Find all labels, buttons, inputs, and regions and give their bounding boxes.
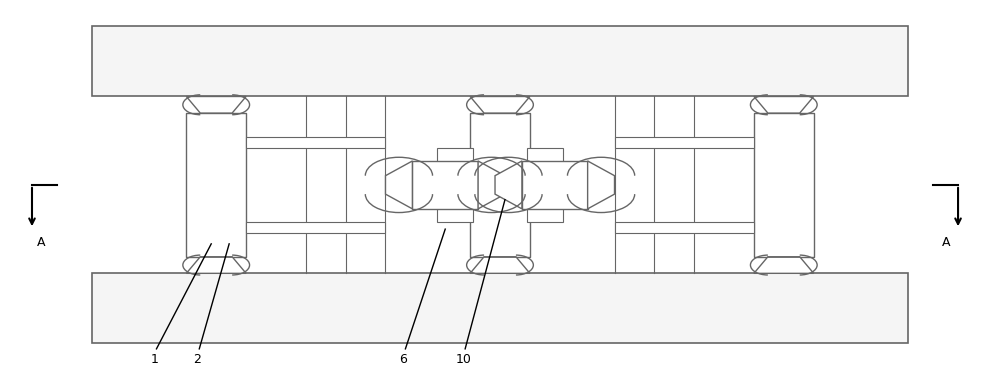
Bar [412, 161, 478, 209]
Bar [186, 113, 246, 257]
Text: 2: 2 [193, 353, 201, 366]
Polygon shape [588, 161, 615, 209]
Polygon shape [754, 97, 814, 113]
Bar [527, 148, 563, 222]
Bar [754, 113, 814, 257]
Text: A: A [37, 236, 45, 249]
Polygon shape [470, 97, 530, 113]
Bar [92, 27, 908, 97]
Text: 10: 10 [455, 353, 471, 366]
Bar [246, 222, 385, 233]
Bar [470, 113, 530, 257]
Bar [437, 148, 473, 222]
Bar [522, 161, 588, 209]
Polygon shape [385, 161, 412, 209]
Bar [246, 137, 385, 148]
Polygon shape [478, 161, 505, 209]
Polygon shape [754, 257, 814, 273]
Bar [615, 222, 754, 233]
Polygon shape [186, 97, 246, 113]
Polygon shape [495, 161, 522, 209]
Polygon shape [470, 257, 530, 273]
Text: A: A [942, 236, 950, 249]
Text: 1: 1 [151, 353, 158, 366]
Polygon shape [186, 257, 246, 273]
Bar [615, 137, 754, 148]
Bar [92, 273, 908, 343]
Text: 6: 6 [399, 353, 407, 366]
